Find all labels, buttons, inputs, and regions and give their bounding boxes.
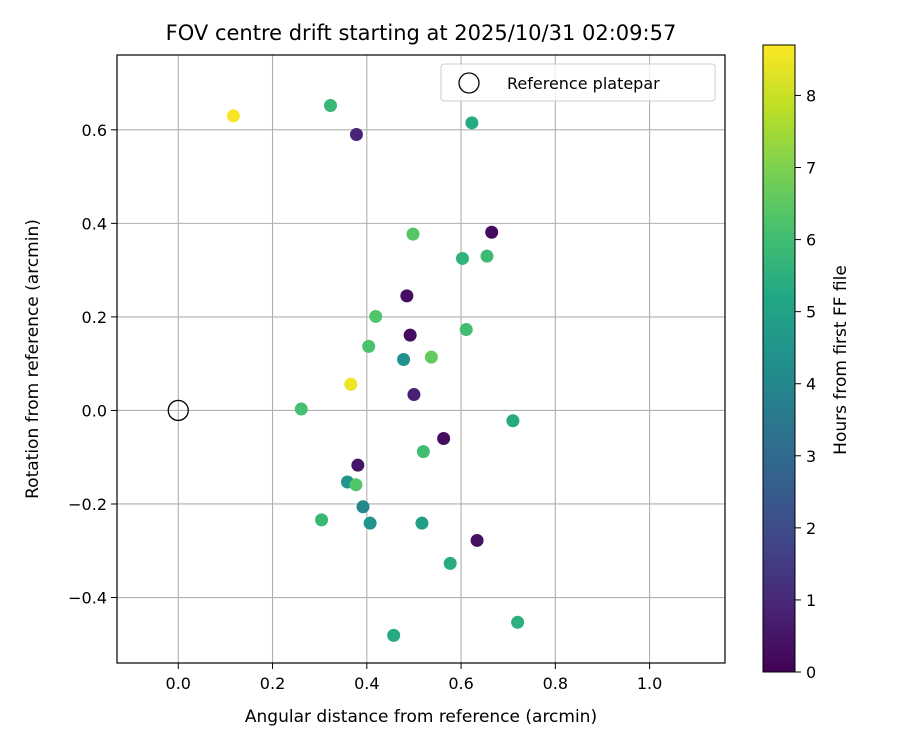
plot-area-background (117, 55, 725, 663)
scatter-point (407, 388, 421, 402)
grid-lines (117, 55, 725, 663)
scatter-point (351, 458, 365, 472)
x-axis-ticks: 0.0 0.2 0.4 0.6 0.8 1.0 (166, 663, 662, 693)
x-tick-label: 1.0 (637, 674, 662, 693)
colorbar-label: Hours from first FF file (831, 265, 851, 455)
colorbar-frame (762, 44, 796, 673)
scatter-point (511, 615, 525, 629)
scatter-point (416, 445, 430, 459)
colorbar-tick-label: 2 (806, 519, 816, 538)
reference-marker-group (167, 399, 189, 422)
scatter-point (470, 533, 484, 547)
x-tick-label: 0.8 (543, 674, 568, 693)
plot-area-frame (116, 54, 726, 664)
colorbar-tick-label: 3 (806, 447, 816, 466)
legend-reference-marker (458, 72, 480, 94)
scatter-point (315, 513, 329, 527)
x-tick-label: 0.4 (354, 674, 379, 693)
colorbar-gradient (763, 45, 795, 672)
colorbar-tick-label: 6 (806, 231, 816, 250)
scatter-point (226, 109, 240, 123)
scatter-point (424, 350, 438, 364)
scatter-point (324, 99, 338, 113)
y-tick-label: 0.4 (82, 214, 107, 233)
scatter-point (387, 628, 401, 642)
x-axis-label: Angular distance from reference (arcmin) (245, 707, 597, 727)
x-tick-label: 0.0 (166, 674, 191, 693)
legend-box (440, 63, 716, 102)
scatter-point (437, 432, 451, 446)
y-tick-label: −0.4 (68, 589, 107, 608)
colorbar-tick-label: 4 (806, 375, 816, 394)
scatter-point (369, 309, 383, 323)
chart-title: FOV centre drift starting at 2025/10/31 … (166, 21, 677, 45)
legend-label: Reference platepar (507, 74, 660, 93)
scatter-point (362, 339, 376, 353)
colorbar-tick-label: 8 (806, 86, 816, 105)
scatter-point (485, 225, 499, 239)
scatter-point (400, 289, 414, 303)
y-tick-label: 0.2 (82, 308, 107, 327)
scatter-point (459, 323, 473, 337)
x-tick-label: 0.6 (448, 674, 473, 693)
scatter-point (397, 352, 411, 366)
scatter-point (344, 377, 358, 391)
scatter-point (455, 251, 469, 265)
scatter-point (465, 116, 479, 130)
colorbar-tick-label: 1 (806, 591, 816, 610)
reference-marker (167, 399, 189, 422)
scatter-point (406, 227, 420, 241)
scatter-point (443, 556, 457, 570)
y-tick-label: −0.2 (68, 495, 107, 514)
colorbar-ticks: 0 1 2 3 4 5 6 7 8 (795, 86, 816, 682)
scatter-point (356, 500, 370, 514)
legend: Reference platepar (440, 63, 716, 102)
y-axis-ticks: −0.4 −0.2 0.0 0.2 0.4 0.6 (68, 121, 117, 608)
y-axis-label: Rotation from reference (arcmin) (23, 219, 43, 499)
colorbar: 0 1 2 3 4 5 6 7 8 Hours from first FF file (762, 44, 851, 682)
scatter-point (403, 328, 417, 342)
scatter-point (415, 516, 429, 530)
colorbar-tick-label: 7 (806, 159, 816, 178)
scatter-point (480, 249, 494, 263)
y-tick-label: 0.6 (82, 121, 107, 140)
scatter-point (349, 128, 363, 142)
colorbar-tick-label: 5 (806, 303, 816, 322)
scatter-point (294, 402, 308, 416)
scatter-point (349, 478, 363, 492)
scatter-point (506, 414, 520, 428)
scatter-point (363, 516, 377, 530)
y-tick-label: 0.0 (82, 401, 107, 420)
colorbar-tick-label: 0 (806, 663, 816, 682)
scatter-points (226, 99, 525, 642)
x-tick-label: 0.2 (260, 674, 285, 693)
